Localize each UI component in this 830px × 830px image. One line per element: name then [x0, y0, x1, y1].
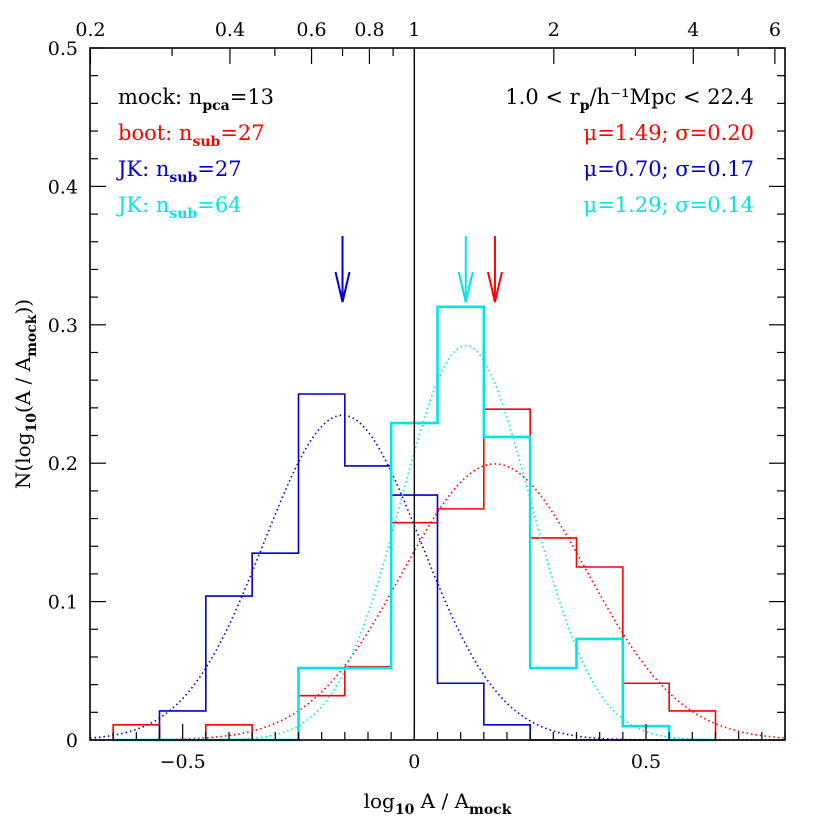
legend-post: =27	[220, 121, 264, 145]
legend-post: =27	[197, 157, 241, 181]
y-axis-title: N(log10(A / Amock))	[11, 299, 40, 489]
top-tick-label: 0.6	[296, 19, 326, 41]
y-title-sub2: mock	[24, 314, 40, 357]
legend-pre: JK: n	[116, 193, 169, 217]
legend-sub: sub	[169, 170, 197, 186]
y-title-mid: (A / A	[11, 356, 35, 413]
legend-pre: μ=0.70; σ=0.17	[584, 157, 754, 181]
top-tick-label: 2	[548, 19, 560, 41]
legend-legend_left-boot: boot: nsub=27	[118, 121, 265, 150]
top-tick-label: 0.4	[215, 19, 245, 41]
legend-sub: sub	[192, 134, 220, 150]
top-tick-label: 0.2	[75, 19, 105, 41]
top-tick-label: 0.8	[354, 19, 384, 41]
legend-pre: 1.0 < r	[505, 85, 580, 109]
legend-pre: JK: n	[116, 157, 169, 181]
legend-pre: μ=1.29; σ=0.14	[584, 193, 754, 217]
x-axis-title: log10 A / Amock	[364, 789, 512, 818]
top-tick-label: 6	[769, 19, 781, 41]
legend-pre: mock: n	[118, 85, 202, 109]
legend-pre: boot: n	[118, 121, 192, 145]
y-title-suffix: ))	[11, 299, 35, 315]
arrow-jk64	[457, 236, 474, 303]
legend-legend_right-boot: μ=1.49; σ=0.20	[584, 121, 754, 145]
legend-post: /h⁻¹Mpc < 22.4	[589, 85, 754, 109]
legend-legend_left-jk64: JK: nsub=64	[116, 193, 242, 222]
legend-legend_right-jk64: μ=1.29; σ=0.14	[584, 193, 754, 217]
legend-post: =13	[230, 85, 274, 109]
arrow-boot	[486, 236, 503, 303]
y-tick-label: 0.4	[48, 176, 78, 198]
x-title-prefix: log	[364, 789, 395, 813]
legend-sub: sub	[169, 206, 197, 222]
frame-layer	[89, 47, 786, 741]
legend-legend_right-jk27: μ=0.70; σ=0.17	[584, 157, 754, 181]
legend-sub: p	[580, 98, 590, 114]
y-tick-label: 0.5	[48, 38, 78, 60]
arrow-head-boot	[486, 271, 503, 303]
series-layer	[89, 236, 786, 742]
y-tick-label: 0.2	[48, 453, 78, 475]
y-title-sub1: 10	[24, 413, 40, 433]
top-tick-label: 4	[687, 19, 699, 41]
arrow-jk27	[334, 236, 351, 303]
arrow-head-jk27	[334, 271, 351, 303]
x-title-sub1: 10	[395, 802, 415, 818]
y-title-prefix: N(log	[11, 432, 35, 489]
x-tick-label: 0.5	[631, 751, 661, 773]
top-tick-label: 1	[408, 19, 420, 41]
legend-post: =64	[197, 193, 241, 217]
x-tick-label: −0.5	[160, 751, 206, 773]
legend-legend_left-jk27: JK: nsub=27	[116, 157, 242, 186]
y-tick-label: 0	[66, 730, 78, 752]
x-title-mid: A / A	[414, 789, 469, 813]
arrow-head-jk64	[457, 271, 474, 303]
y-tick-label: 0.1	[48, 592, 78, 614]
legend-legend_left-mock: mock: npca=13	[118, 85, 274, 114]
fit-curve-boot	[90, 463, 786, 741]
legend-pre: μ=1.49; σ=0.20	[584, 121, 754, 145]
label-layer: −0.5 0 0.500.10.20.30.40.50.2 0.4 0.6 0.8 1 2 4 6…	[11, 19, 781, 818]
y-tick-label: 0.3	[48, 315, 78, 337]
x-title-sub2: mock	[469, 802, 512, 818]
legend-legend_right-range: 1.0 < rp/h⁻¹Mpc < 22.4	[505, 85, 754, 114]
x-tick-label: 0	[408, 751, 420, 773]
legend-sub: pca	[202, 98, 229, 114]
